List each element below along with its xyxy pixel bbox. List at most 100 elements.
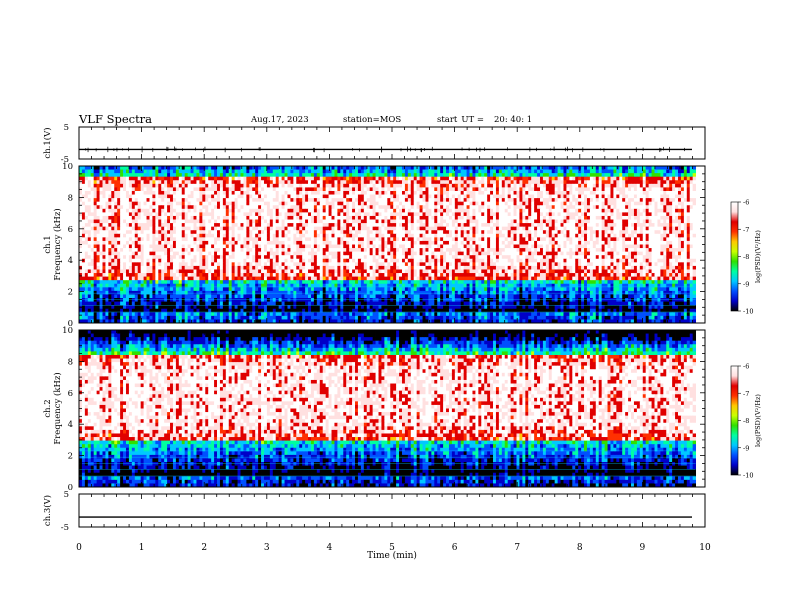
spectrogram-cell — [319, 226, 324, 231]
spectrogram-cell — [501, 233, 506, 238]
spectrogram-cell — [428, 226, 432, 231]
spectrogram-cell — [613, 223, 617, 228]
spectrogram-cell — [575, 240, 579, 245]
spectrogram-cell — [155, 240, 159, 245]
spectrogram-cell — [222, 205, 227, 210]
spectrogram-cell — [548, 208, 553, 213]
spectrogram-cell — [81, 223, 86, 228]
spectrogram-cell — [560, 208, 564, 213]
spectrogram-cell — [401, 187, 406, 192]
spectrogram-cell — [178, 176, 183, 181]
spectrogram-cell — [595, 180, 600, 185]
spectrogram-cell — [651, 166, 655, 170]
spectrogram-cell — [551, 180, 556, 185]
spectrogram-cell — [622, 201, 626, 206]
spectrogram-cell — [152, 183, 156, 188]
spectrogram-cell — [331, 223, 335, 228]
spectrogram-cell — [123, 237, 127, 242]
spectrogram-cell — [164, 233, 168, 238]
spectrogram-cell — [440, 190, 444, 195]
spectrogram-cell — [193, 187, 197, 192]
spectrogram-cell — [680, 226, 685, 231]
spectrogram-cell — [413, 176, 418, 181]
spectrogram-cell — [663, 233, 667, 238]
spectrogram-cell — [369, 194, 374, 199]
spectrogram-cell — [381, 226, 385, 231]
spectrogram-cell — [325, 237, 329, 242]
spectrogram-cell — [607, 212, 611, 217]
spectrogram-cell — [619, 244, 623, 249]
spectrogram-cell — [225, 190, 230, 195]
spectrogram-cell — [648, 194, 652, 199]
spectrogram-cell — [79, 183, 83, 188]
spectrogram-cell — [272, 180, 277, 185]
spectrogram-cell — [199, 244, 203, 249]
spectrogram-cell — [255, 219, 259, 224]
spectrogram-cell — [531, 187, 535, 192]
spectrogram-cell — [396, 208, 400, 213]
spectrogram-cell — [231, 240, 236, 245]
spectrogram-cell — [375, 166, 379, 170]
spectrogram-cell — [586, 180, 591, 185]
spectrogram-cell — [507, 166, 512, 170]
spectrogram-cell — [105, 244, 109, 249]
spectrogram-cell — [284, 208, 288, 213]
spectrogram-cell — [419, 198, 423, 203]
spectrogram-cell — [99, 223, 103, 228]
spectrogram-cell — [102, 198, 106, 203]
spectrogram-cell — [457, 212, 462, 217]
spectrogram-cell — [175, 187, 180, 192]
spectrogram-cell — [657, 212, 661, 217]
spectrogram-cell — [349, 187, 353, 192]
spectrogram-cell — [481, 176, 485, 181]
spectrogram-cell — [675, 237, 679, 242]
spectrogram-cell — [346, 219, 350, 224]
spectrogram-cell — [642, 208, 647, 213]
spectrogram-cell — [255, 215, 259, 220]
spectrogram-cell — [440, 187, 444, 192]
spectrogram-cell — [548, 205, 553, 210]
spectrogram-cell — [525, 205, 529, 210]
spectrogram-cell — [545, 208, 550, 213]
spectrogram-cell — [196, 223, 200, 228]
spectrogram-cell — [360, 176, 365, 181]
spectrogram-cell — [422, 201, 426, 206]
spectrogram-cell — [472, 201, 476, 206]
spectrogram-cell — [184, 187, 189, 192]
spectrogram-cell — [211, 194, 215, 199]
spectrogram-cell — [645, 205, 650, 210]
spectrogram-cell — [422, 244, 426, 249]
spectrogram-cell — [610, 198, 614, 203]
spectrogram-cell — [516, 240, 520, 245]
spectrogram-cell — [645, 237, 650, 242]
spectrogram-cell — [222, 173, 227, 178]
spectrogram-cell — [443, 194, 447, 199]
spectrogram-cell — [325, 201, 329, 206]
spectrogram-cell — [140, 240, 144, 245]
spectrogram-cell — [158, 219, 162, 224]
spectrogram-cell — [519, 166, 523, 170]
spectrogram-cell — [384, 194, 388, 199]
spectrogram-cell — [284, 201, 288, 206]
spectrogram-cell — [507, 226, 512, 231]
spectrogram-cell — [560, 190, 564, 195]
spectrogram-cell — [454, 237, 459, 242]
spectrogram-cell — [504, 208, 509, 213]
spectrogram-cell — [79, 176, 83, 181]
spectrogram-cell — [278, 176, 282, 181]
spectrogram-cell — [87, 240, 92, 245]
spectrogram-cell — [607, 201, 611, 206]
spectrogram-cell — [557, 201, 561, 206]
spectrogram-cell — [167, 237, 171, 242]
spectrogram-cell — [170, 219, 174, 224]
spectrogram-cell — [407, 198, 412, 203]
spectrogram-cell — [237, 187, 241, 192]
spectrogram-cell — [149, 180, 153, 185]
spectrogram-cell — [487, 208, 491, 213]
spectrogram-cell — [539, 240, 544, 245]
spectrogram-cell — [137, 244, 142, 249]
spectrogram-cell — [272, 183, 277, 188]
spectrogram-cell — [184, 233, 189, 238]
spectrogram-cell — [451, 194, 456, 199]
spectrogram-cell — [601, 223, 605, 228]
